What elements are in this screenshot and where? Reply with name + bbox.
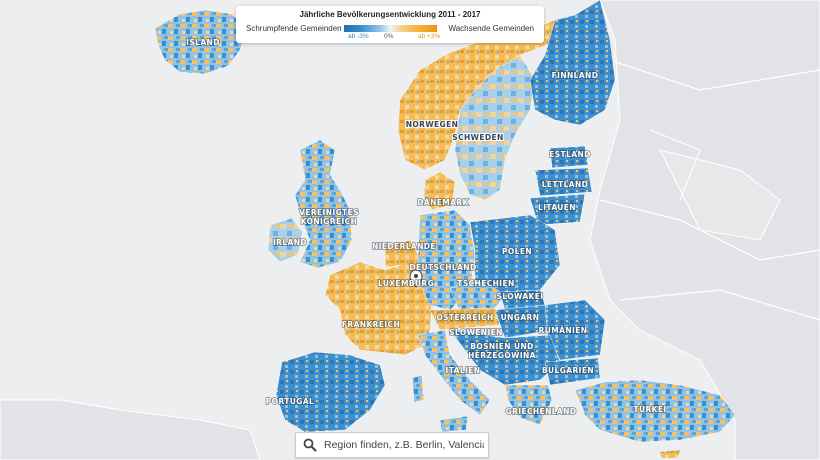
label-schweden: SCHWEDEN [452, 133, 503, 142]
greece-region[interactable] [504, 384, 553, 426]
denmark-region[interactable] [423, 171, 456, 211]
italy-region[interactable] [417, 329, 491, 416]
turkey-region[interactable] [574, 379, 736, 443]
search-input[interactable] [322, 438, 486, 452]
estonia-region[interactable] [549, 145, 589, 169]
legend-tick-right: ab +3% [418, 33, 441, 40]
label-bulgarien: BULGARIEN [542, 366, 594, 375]
label-island: ISLAND [186, 38, 220, 47]
country-borders-grey [599, 59, 820, 321]
label-bosnien-line1: BOSNIEN UND [470, 342, 534, 351]
sicily-region[interactable] [439, 415, 469, 433]
legend-title: Jährliche Bevölkerungsentwicklung 2011 -… [299, 10, 481, 19]
lithuania-region[interactable] [529, 193, 586, 226]
label-ungarn: UNGARN [501, 313, 540, 322]
czechia-region[interactable] [449, 281, 506, 313]
label-luxemburg: LUXEMBURG [378, 279, 434, 288]
sweden-region[interactable] [454, 54, 536, 201]
label-irland: IRLAND [273, 238, 307, 247]
label-tschechien: TSCHECHIEN [457, 279, 514, 288]
label-daenemark: DÄNEMARK [417, 198, 469, 207]
legend-tick-mid: 0% [384, 33, 394, 40]
country-labels: ISLAND FINNLAND NORWEGEN SCHWEDEN ESTLAN… [185, 37, 667, 417]
search-icon [303, 438, 317, 452]
label-griechenland: GRIECHENLAND [506, 407, 577, 416]
legend-tick-left: ab -3% [348, 33, 369, 40]
label-frankreich: FRANKREICH [342, 320, 400, 329]
label-polen: POLEN [502, 247, 532, 256]
label-slowakei: SLOWAKEI [497, 292, 544, 301]
label-rumaenien: RUMÄNIEN [539, 326, 588, 335]
iceland-region[interactable] [154, 9, 247, 75]
label-finnland: FINNLAND [552, 71, 599, 80]
legend-right-label: Wachsende Gemeinden [448, 24, 534, 33]
ireland-region[interactable] [267, 217, 303, 263]
label-portugal: PORTUGAL [266, 397, 314, 406]
label-niederlande: NIEDERLANDE [372, 242, 436, 251]
legend: Jährliche Bevölkerungsentwicklung 2011 -… [236, 6, 544, 43]
uk-region[interactable] [294, 139, 353, 269]
finland-region[interactable] [529, 0, 616, 126]
label-italien: ITALIEN [446, 366, 481, 375]
label-slowenien: SLOWENIEN [449, 328, 503, 337]
austria-region[interactable] [429, 307, 501, 331]
location-pin-icon[interactable] [409, 269, 423, 288]
legend-color-scale [344, 25, 437, 32]
legend-left-label: Schrumpfende Gemeinden [246, 24, 342, 33]
label-norwegen: NORWEGEN [406, 120, 459, 129]
latvia-region[interactable] [534, 167, 593, 197]
label-deutschland: DEUTSCHLAND [409, 263, 476, 272]
iberia-region[interactable] [275, 351, 386, 433]
label-lettland: LETTLAND [542, 180, 589, 189]
label-oesterreich: ÖSTERREICH [436, 313, 493, 322]
label-litauen: LITAUEN [538, 203, 576, 212]
label-estland: ESTLAND [549, 150, 591, 159]
label-bosnien-line2: HERZEGOWINA [468, 351, 536, 360]
cyprus-region[interactable] [660, 450, 680, 458]
label-tuerkei: TÜRKEI [633, 405, 666, 414]
label-uk-line2: KÖNIGREICH [301, 217, 358, 226]
region-search[interactable] [295, 432, 489, 458]
label-uk-line1: VEREINIGTES [299, 208, 359, 217]
sardinia-region[interactable] [411, 374, 425, 403]
bulgaria-region[interactable] [544, 357, 601, 386]
